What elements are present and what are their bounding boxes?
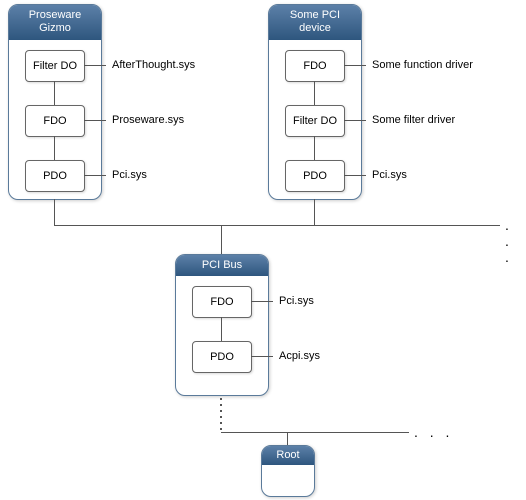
sp-h3 [344, 175, 366, 176]
pw-annot-2: Proseware.sys [112, 114, 184, 126]
pw-v2 [54, 136, 55, 160]
pw-v1 [54, 81, 55, 105]
pb-annot-2: Acpi.sys [279, 350, 320, 362]
sp-v2 [314, 136, 315, 160]
pb-h2 [251, 356, 273, 357]
bus-to-pci [221, 225, 222, 254]
pw-annot-3: Pci.sys [112, 169, 147, 181]
pw-annot-1: AfterThought.sys [112, 59, 195, 71]
sp-fdo: FDO [285, 50, 345, 82]
sp-filter-do: Filter DO [285, 105, 345, 137]
pb-h1 [251, 301, 273, 302]
root-bus-line [221, 432, 409, 433]
pw-pdo: PDO [25, 160, 85, 192]
sp-h1 [344, 65, 366, 66]
proseware-title: Proseware Gizmo [9, 5, 101, 40]
somepci-title: Some PCI device [269, 5, 361, 40]
pb-v1 [221, 317, 222, 341]
pw-filter-do: Filter DO [25, 50, 85, 82]
root-ellipsis: . . . [414, 424, 453, 440]
root-container: Root [261, 445, 315, 497]
pci-vdots [220, 398, 221, 434]
pb-annot-1: Pci.sys [279, 295, 314, 307]
pcibus-title: PCI Bus [176, 255, 268, 276]
bus-line [54, 225, 500, 226]
root-drop [287, 432, 288, 445]
sp-annot-2: Some filter driver [372, 114, 455, 126]
pw-h2 [84, 120, 106, 121]
pb-pdo: PDO [192, 341, 252, 373]
bus-ellipsis: . . . [505, 217, 526, 265]
pb-fdo: FDO [192, 286, 252, 318]
sp-pdo: PDO [285, 160, 345, 192]
pw-h1 [84, 65, 106, 66]
pcibus-container: PCI Bus [175, 254, 269, 396]
root-title: Root [262, 446, 314, 465]
sp-v1 [314, 81, 315, 105]
pw-h3 [84, 175, 106, 176]
pw-fdo: FDO [25, 105, 85, 137]
sp-annot-3: Pci.sys [372, 169, 407, 181]
sp-drop [314, 199, 315, 225]
sp-h2 [344, 120, 366, 121]
sp-annot-1: Some function driver [372, 59, 473, 71]
pw-drop [54, 199, 55, 225]
